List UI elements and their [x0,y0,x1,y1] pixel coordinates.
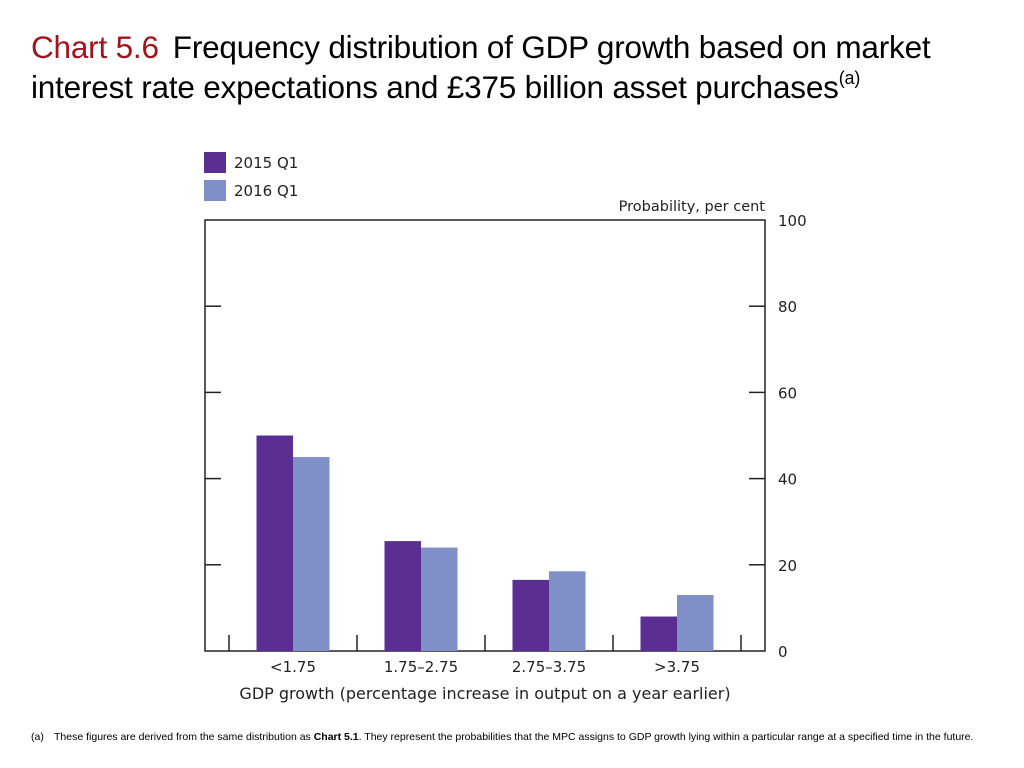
title-footnote-marker: (a) [838,68,861,88]
bar-series1 [384,541,421,651]
legend-label: 2015 Q1 [234,154,298,172]
bar-series1 [512,579,549,651]
legend-label: 2016 Q1 [234,182,298,200]
y-tick-label: 20 [778,557,797,575]
footnote-text-end: . They represent the probabilities that … [358,731,974,743]
footnote: (a) These figures are derived from the s… [31,731,991,744]
y-axis-label: Probability, per cent [619,199,766,215]
bar-series1 [256,435,293,651]
footnote-text: These figures are derived from the same … [54,731,991,744]
bar-series2 [677,594,714,651]
footnote-marker: (a) [31,731,44,743]
x-axis-label: GDP growth (percentage increase in outpu… [239,684,730,703]
y-tick-label: 40 [778,471,797,489]
x-tick-label: 2.75–3.75 [512,658,586,676]
legend-swatch [204,180,226,201]
legend-swatch [204,152,226,173]
y-tick-label: 60 [778,384,797,402]
chart-number: Chart 5.6 [31,29,159,65]
x-tick-label: <1.75 [270,658,316,676]
bar-series1 [640,616,677,651]
x-tick-label: >3.75 [654,658,700,676]
y-tick-label: 100 [778,212,807,230]
bar-chart: 0 20 40 60 80 100 Probability, per cent <1.75 1.… [204,152,807,703]
y-tick-label: 80 [778,298,797,316]
y-tick-label: 0 [778,643,788,661]
bar-series2 [549,571,586,651]
chart-title-text: Frequency distribution of GDP growth bas… [31,29,931,105]
bar-series2 [421,547,458,651]
x-tick-label: 1.75–2.75 [384,658,458,676]
footnote-text-start: These figures are derived from the same … [54,731,314,743]
bar-series2 [293,457,330,651]
chart-title: Chart 5.6 Frequency distribution of GDP g… [31,27,991,107]
footnote-chart-reference: Chart 5.1 [313,731,359,743]
